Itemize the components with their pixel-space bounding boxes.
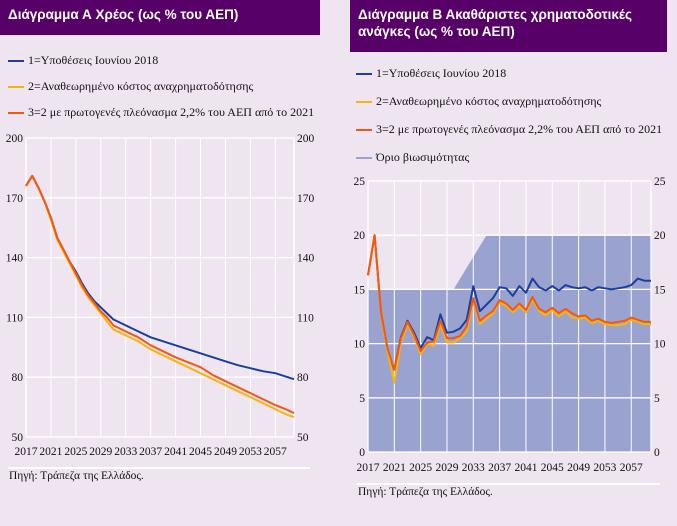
x-tick-label: 2045	[541, 462, 564, 474]
y-tick-label-left: 0	[359, 447, 365, 459]
legend-label: 3=2 με πρωτογενές πλεόνασμα 2,2% του ΑΕΠ…	[376, 122, 663, 136]
y-tick-label-left: 5	[359, 393, 365, 405]
legend-swatch	[8, 59, 24, 62]
series-line-2	[25, 174, 295, 419]
y-tick-label-right: 80	[297, 372, 309, 384]
y-tick-label-left: 20	[354, 230, 366, 242]
x-tick-label: 2021	[39, 446, 62, 458]
legend-swatch	[8, 111, 24, 114]
x-tick-label: 2025	[64, 446, 87, 458]
y-tick-label-left: 15	[354, 284, 366, 296]
x-tick-label: 2029	[89, 446, 112, 458]
chart-b-divider	[357, 483, 660, 485]
legend-swatch	[356, 128, 372, 131]
series-line-3	[367, 234, 651, 371]
y-tick-label-left: 170	[6, 193, 24, 205]
y-tick-label-right: 140	[297, 253, 315, 265]
chart-b-legend-item-4: Όριο βιωσιμότητας	[356, 150, 469, 165]
chart-b-source: Πηγή: Τράπεζα της Ελλάδος.	[358, 486, 493, 498]
chart-a-legend-item-3: 3=2 με πρωτογενές πλεόνασμα 2,2% του ΑΕΠ…	[8, 105, 314, 120]
x-tick-label: 2025	[409, 462, 432, 474]
y-tick-label-left: 200	[6, 133, 24, 145]
y-tick-label-left: 50	[12, 432, 24, 444]
y-tick-label-right: 25	[654, 176, 666, 188]
y-tick-label-right: 10	[654, 339, 666, 351]
chart-a-divider	[8, 467, 310, 469]
legend-label: Όριο βιωσιμότητας	[376, 150, 470, 164]
x-tick-label: 2057	[620, 462, 643, 474]
x-tick-label: 2057	[264, 446, 287, 458]
legend-label: 1=Υποθέσεις Ιουνίου 2018	[28, 53, 159, 67]
legend-swatch	[8, 85, 24, 88]
x-tick-label: 2041	[514, 462, 537, 474]
y-tick-label-left: 80	[12, 372, 24, 384]
x-tick-label: 2029	[435, 462, 458, 474]
y-tick-label-left: 10	[354, 339, 366, 351]
x-tick-label: 2053	[239, 446, 262, 458]
legend-swatch	[356, 156, 372, 159]
legend-swatch	[356, 100, 372, 103]
legend-label: 3=2 με πρωτογενές πλεόνασμα 2,2% του ΑΕΠ…	[28, 105, 315, 119]
y-tick-label-right: 110	[297, 312, 314, 324]
x-tick-label: 2049	[214, 446, 237, 458]
legend-label: 2=Αναθεωρημένο κόστος αναχρηματοδότησης	[28, 79, 254, 93]
y-tick-label-left: 25	[354, 176, 366, 188]
x-tick-label: 2017	[15, 446, 38, 458]
legend-label: 2=Αναθεωρημένο κόστος αναχρηματοδότησης	[376, 94, 602, 108]
y-tick-label-right: 200	[297, 133, 315, 145]
x-tick-label: 2033	[114, 446, 137, 458]
legend-label: 1=Υποθέσεις Ιουνίου 2018	[376, 66, 507, 80]
chart-b-title: Διάγραμμα Β Ακαθάριστες χρηματοδοτικές α…	[350, 0, 667, 52]
y-tick-label-right: 0	[654, 447, 660, 459]
x-tick-label: 2041	[164, 446, 187, 458]
y-tick-label-right: 5	[654, 393, 660, 405]
x-tick-label: 2037	[488, 462, 511, 474]
chart-a-legend-item-1: 1=Υποθέσεις Ιουνίου 2018	[8, 53, 158, 68]
chart-a-source: Πηγή: Τράπεζα της Ελλάδος.	[9, 470, 144, 482]
x-tick-label: 2049	[567, 462, 590, 474]
x-tick-label: 2017	[357, 462, 380, 474]
y-tick-label-left: 110	[6, 312, 23, 324]
y-tick-label-right: 50	[297, 432, 309, 444]
y-tick-label-left: 140	[6, 253, 24, 265]
x-tick-label: 2045	[189, 446, 212, 458]
x-tick-label: 2033	[462, 462, 485, 474]
y-tick-label-right: 170	[297, 193, 315, 205]
x-tick-label: 2021	[383, 462, 406, 474]
y-tick-label-right: 20	[654, 230, 666, 242]
chart-b-legend-item-3: 3=2 με πρωτογενές πλεόνασμα 2,2% του ΑΕΠ…	[356, 122, 662, 137]
y-tick-label-right: 15	[654, 284, 666, 296]
chart-b-legend-item-2: 2=Αναθεωρημένο κόστος αναχρηματοδότησης	[356, 94, 601, 109]
x-tick-label: 2053	[593, 462, 616, 474]
x-tick-label: 2037	[139, 446, 162, 458]
series-line-3	[25, 174, 295, 415]
legend-swatch	[356, 72, 372, 75]
chart-b-legend-item-1: 1=Υποθέσεις Ιουνίου 2018	[356, 66, 506, 81]
chart-a-legend-item-2: 2=Αναθεωρημένο κόστος αναχρηματοδότησης	[8, 79, 253, 94]
chart-a-title: Διάγραμμα Α Χρέος (ως % του ΑΕΠ)	[0, 0, 320, 35]
